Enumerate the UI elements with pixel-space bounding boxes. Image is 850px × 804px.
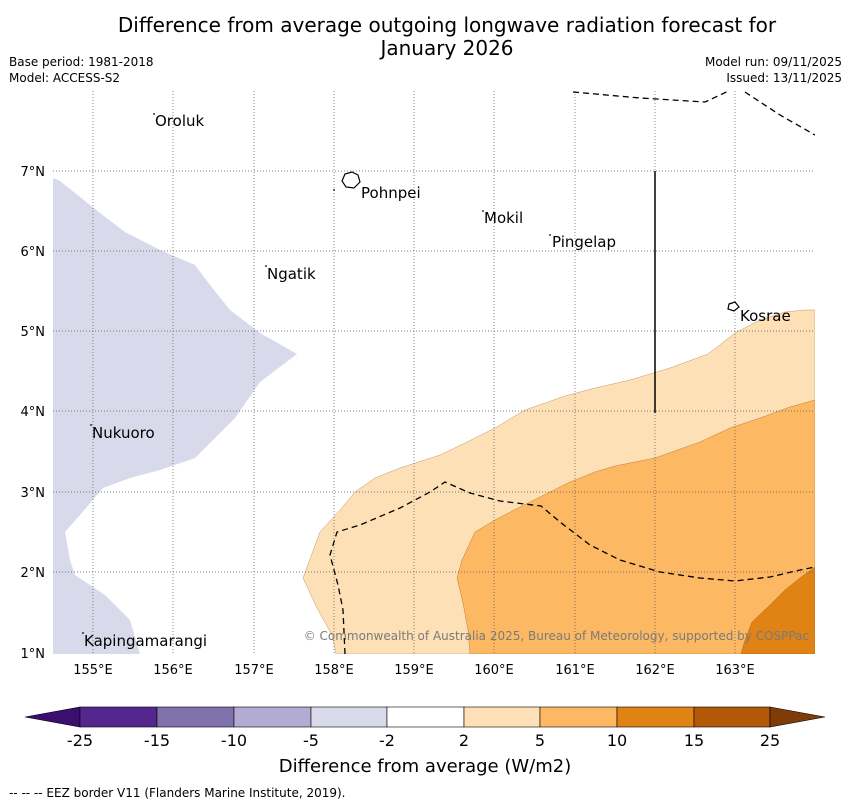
- kosrae-island: [727, 301, 740, 312]
- model-run: Model run: 09/11/2025: [704, 55, 842, 69]
- colorbar-segment: [616, 706, 695, 728]
- place-label-mokil: Mokil: [484, 209, 523, 227]
- model-name: Model: ACCESS-S2: [9, 71, 121, 85]
- anomaly-region-5-to-10: [456, 399, 815, 654]
- lon-label: 155°E: [73, 663, 113, 678]
- copyright-notice: © Commonwealth of Australia 2025, Bureau…: [304, 629, 809, 643]
- lon-label: 158°E: [314, 663, 354, 678]
- colorbar-segment: [156, 706, 235, 728]
- colorbar-tick-label: -2: [379, 731, 395, 750]
- lat-label: 5°N: [21, 325, 46, 340]
- lat-label: 6°N: [21, 245, 46, 260]
- lon-label: 156°E: [153, 663, 193, 678]
- issued-date: Issued: 13/11/2025: [726, 71, 842, 85]
- meta-left: Base period: 1981-2018 Model: ACCESS-S2: [9, 54, 154, 86]
- place-label-pingelap: Pingelap: [552, 233, 616, 251]
- place-label-oroluk: Oroluk: [155, 112, 204, 130]
- colorbar-tick-label: 10: [607, 731, 627, 750]
- base-period: Base period: 1981-2018: [9, 55, 154, 69]
- ngatik-atoll: [265, 265, 267, 267]
- meta-right: Model run: 09/11/2025 Issued: 13/11/2025: [705, 54, 842, 86]
- lat-label: 4°N: [21, 405, 46, 420]
- pohnpei-island: [341, 171, 361, 189]
- eez-border: [329, 91, 815, 654]
- lon-label: 157°E: [234, 663, 274, 678]
- colorbar-segment: [539, 706, 618, 728]
- colorbar-tick-label: 25: [760, 731, 780, 750]
- colorbar-tick-label: 15: [684, 731, 704, 750]
- anomaly-region-neg5-to-neg2: [53, 178, 297, 654]
- map-area: Oroluk Pohnpei Mokil Pingelap Ngatik Kos…: [53, 91, 815, 654]
- place-label-kapingamarangi: Kapingamarangi: [84, 632, 207, 650]
- colorbar-segment: [463, 706, 541, 728]
- colorbar-tick-label: -5: [303, 731, 319, 750]
- colorbar-tick-label: 2: [459, 731, 469, 750]
- colorbar-segment: [386, 706, 465, 728]
- lon-label: 162°E: [635, 663, 675, 678]
- lon-label: 160°E: [474, 663, 514, 678]
- longitude-labels: 155°E 156°E 157°E 158°E 159°E 160°E 161°…: [73, 663, 755, 678]
- chart-title: Difference from average outgoing longwav…: [0, 14, 850, 60]
- colorbar-tick-label: 5: [535, 731, 545, 750]
- kapingamarangi-atoll: [82, 632, 84, 634]
- eez-footnote: -- -- -- EEZ border V11 (Flanders Marine…: [9, 786, 346, 800]
- colorbar-tick-label: -10: [221, 731, 247, 750]
- anomaly-region-10-to-15: [740, 566, 815, 654]
- title-line-1: Difference from average outgoing longwav…: [117, 13, 777, 37]
- mokil-atoll: [482, 210, 484, 212]
- title-line-2: January 2026: [380, 36, 514, 60]
- place-label-kosrae: Kosrae: [740, 307, 791, 325]
- lat-label: 3°N: [21, 486, 46, 501]
- colorbar-segment: [79, 706, 158, 728]
- colorbar-extend-low: [24, 706, 81, 728]
- place-label-nukuoro: Nukuoro: [92, 424, 155, 442]
- colorbar-segment: [233, 706, 312, 728]
- colorbar: [24, 706, 826, 728]
- oroluk-atoll: [153, 113, 155, 115]
- colorbar-extend-high: [769, 706, 826, 728]
- lat-label: 7°N: [21, 165, 46, 180]
- nukuoro-atoll: [90, 424, 92, 426]
- island-outlines: [82, 113, 740, 634]
- ant-atoll: [333, 189, 335, 191]
- lon-label: 163°E: [715, 663, 755, 678]
- colorbar-segment: [693, 706, 771, 728]
- colorbar-tick-label: -15: [144, 731, 170, 750]
- graticule: [53, 91, 815, 654]
- place-label-pohnpei: Pohnpei: [361, 184, 421, 202]
- lon-label: 161°E: [555, 663, 595, 678]
- place-label-ngatik: Ngatik: [267, 265, 316, 283]
- colorbar-tick-label: -25: [67, 731, 93, 750]
- colorbar-segment: [310, 706, 388, 728]
- latitude-labels: 7°N 6°N 5°N 4°N 3°N 2°N 1°N: [21, 165, 46, 662]
- lat-label: 1°N: [21, 647, 46, 662]
- lon-label: 159°E: [394, 663, 434, 678]
- pingelap-atoll: [549, 234, 551, 236]
- colorbar-tick-labels: -25 -15 -10 -5 -2 2 5 10 15 25: [67, 731, 780, 750]
- colorbar-title: Difference from average (W/m2): [279, 756, 571, 777]
- lat-label: 2°N: [21, 566, 46, 581]
